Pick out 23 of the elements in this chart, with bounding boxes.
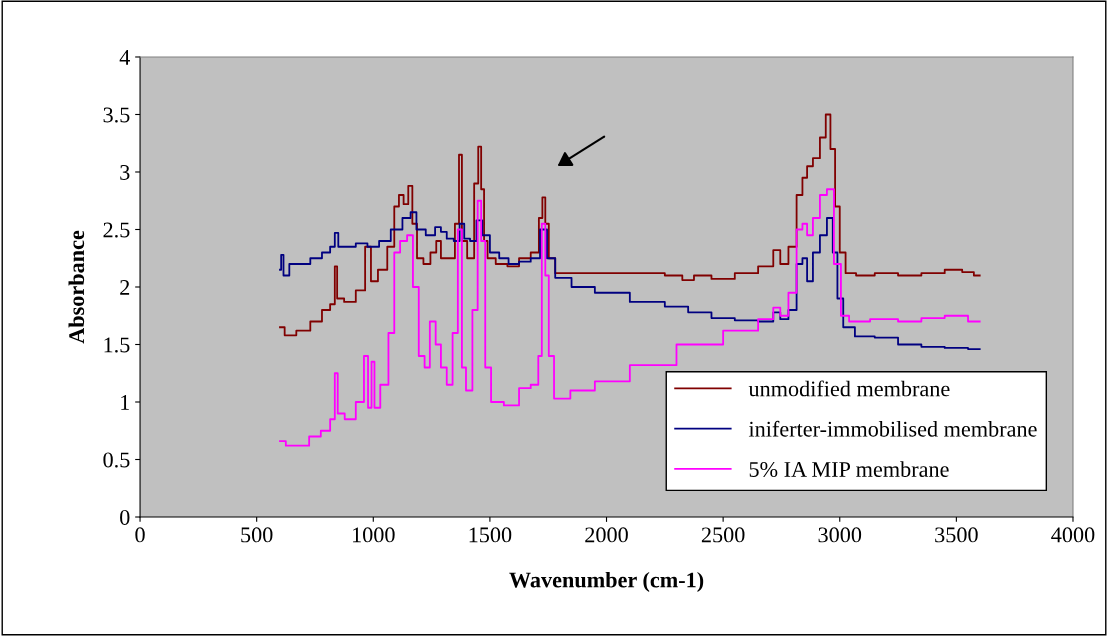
y-tick-label: 1 — [121, 395, 129, 410]
x-tick-label: 2500 — [701, 527, 745, 543]
legend-label: unmodified membrane — [748, 380, 950, 397]
y-tick-label: 1.5 — [104, 337, 130, 353]
y-tick-label: 3.5 — [103, 107, 130, 123]
legend-label: 5% IA MIP membrane — [749, 461, 949, 478]
x-tick-label: 1000 — [353, 527, 395, 543]
x-tick-label: 4000 — [1051, 527, 1095, 543]
y-tick-label: 2.5 — [103, 222, 130, 238]
x-tick-label: 2000 — [585, 527, 628, 543]
x-axis-title: Wavenumber (cm-1) — [509, 571, 704, 593]
x-tick-label: 1500 — [469, 527, 512, 543]
legend-label: iniferter-immobilised membrane — [748, 420, 1037, 437]
y-tick-label: 0 — [120, 509, 130, 525]
y-tick-label: 0.5 — [103, 452, 130, 468]
y-tick-label: 2 — [120, 279, 130, 295]
y-axis-title: Absorbance — [68, 230, 85, 344]
x-tick-label: 0 — [135, 527, 145, 543]
x-tick-label: 3500 — [935, 527, 978, 543]
x-tick-label: 500 — [241, 527, 273, 543]
y-tick-label: 4 — [119, 50, 130, 65]
x-tick-label: 3000 — [818, 527, 862, 543]
y-tick-label: 3 — [120, 164, 130, 180]
